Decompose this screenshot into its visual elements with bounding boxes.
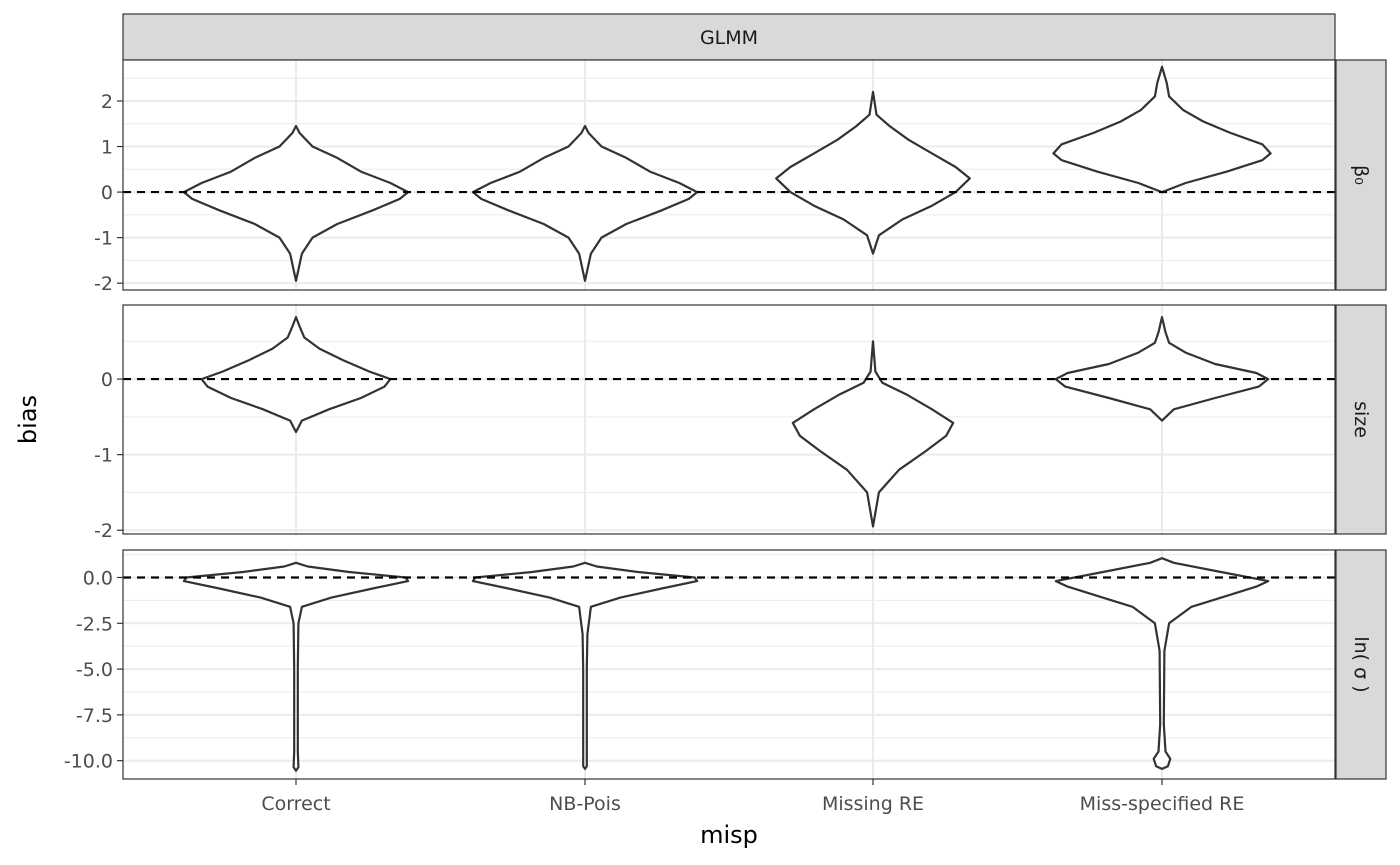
y-tick-label: 0 <box>101 182 113 204</box>
violin-miss-specified-re <box>1052 65 1272 194</box>
panel-background <box>123 305 1335 534</box>
y-tick-label: 0.0 <box>83 567 113 589</box>
violin-correct <box>200 316 392 434</box>
facet-strip-right-label: ln( σ ) <box>1350 636 1372 692</box>
panel-2: -10.0 -7.5 -5.0 -2.5 0.0 ln( σ ) <box>64 549 1387 780</box>
y-tick-label: 1 <box>101 137 113 159</box>
y-axis-title: bias <box>14 395 42 444</box>
panel-1: -2 -1 0 size <box>94 304 1387 542</box>
violin-miss-specified-re <box>1054 316 1270 422</box>
facet-strip-right-label: β₀ <box>1350 165 1372 185</box>
x-tick-label: Missing RE <box>822 793 924 815</box>
facet-strip-right <box>1335 59 1387 291</box>
panel-0: -2 -1 0 1 2 β₀ <box>94 59 1387 295</box>
y-tick-label: 2 <box>101 91 113 113</box>
y-tick-label: -1 <box>94 445 113 467</box>
y-tick-label: -1 <box>94 228 113 250</box>
violin-correct <box>182 124 410 282</box>
x-axis-title: misp <box>700 821 758 849</box>
facet-strip-right-label: size <box>1350 401 1372 438</box>
panel-border <box>122 59 1336 291</box>
facet-strip-top <box>122 13 1336 61</box>
violin-miss-specified-re <box>1054 557 1270 770</box>
panel-border <box>122 549 1336 780</box>
facet-strip-top-label: GLMM <box>700 27 758 49</box>
violin-correct <box>182 561 410 772</box>
facet-strip-right <box>1335 304 1387 535</box>
y-tick-label: -5.0 <box>76 659 113 681</box>
facet-strip-right <box>1335 549 1387 780</box>
y-tick-label: 0 <box>101 369 113 391</box>
y-tick-label: -7.5 <box>76 705 113 727</box>
y-tick-label: -2.5 <box>76 613 113 635</box>
panel-border <box>122 304 1336 535</box>
y-tick-label: -2 <box>94 520 113 542</box>
x-tick-label: Correct <box>261 793 330 815</box>
violin-missing-re <box>791 340 955 528</box>
y-tick-label: -10.0 <box>64 751 113 773</box>
x-tick-label: NB-Pois <box>549 793 621 815</box>
y-tick-label: -2 <box>94 273 113 295</box>
violin-nb-pois <box>471 124 699 282</box>
x-tick-label: Miss-specified RE <box>1080 793 1245 815</box>
violin-nb-pois <box>471 561 699 770</box>
violin-missing-re <box>775 90 971 255</box>
